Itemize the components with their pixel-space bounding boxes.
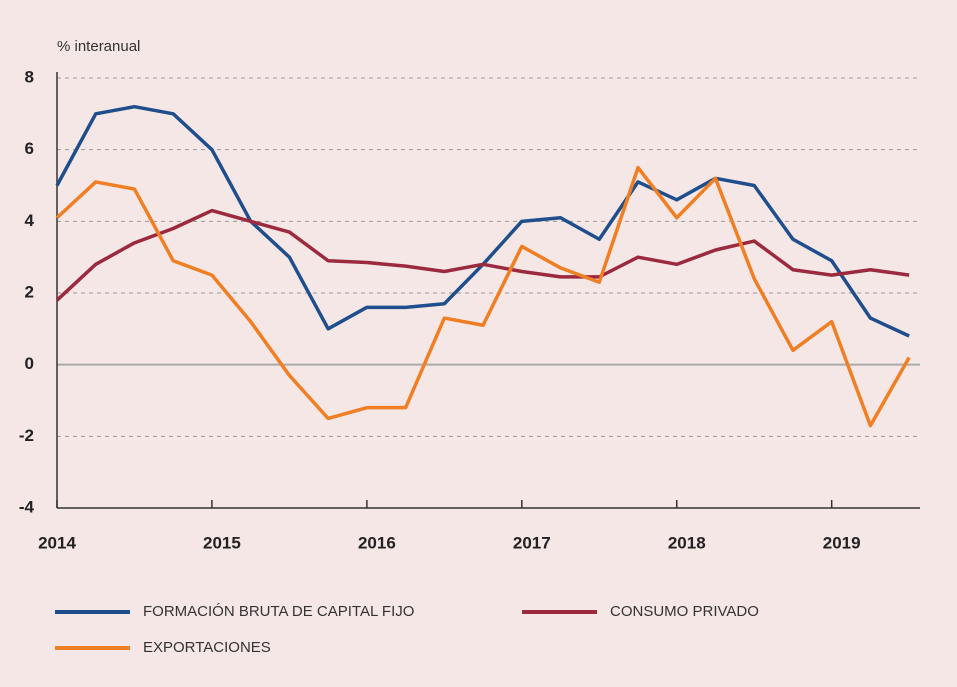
y-tick-label: 4 (25, 211, 35, 230)
x-tick-label: 2019 (823, 533, 861, 552)
y-tick-label: 8 (25, 67, 34, 86)
y-tick-label: 6 (25, 139, 34, 158)
x-tick-label: 2016 (358, 533, 396, 552)
legend-label: CONSUMO PRIVADO (610, 603, 759, 620)
y-tick-label: 2 (25, 282, 34, 301)
series-line (55, 208, 910, 302)
y-tick-label: -4 (19, 497, 35, 516)
series-line (55, 165, 911, 428)
y-tick-label: -2 (19, 426, 34, 445)
x-tick-label: 2015 (203, 533, 241, 552)
x-tick-label: 2017 (513, 533, 551, 552)
x-tick-label: 2018 (668, 533, 706, 552)
y-axis-label: % interanual (57, 38, 140, 55)
x-tick-label: 2014 (38, 533, 76, 552)
legend-label: FORMACIÓN BRUTA DE CAPITAL FIJO (143, 603, 414, 620)
y-tick-label: 0 (25, 354, 34, 373)
legend-label: EXPORTACIONES (143, 639, 271, 656)
